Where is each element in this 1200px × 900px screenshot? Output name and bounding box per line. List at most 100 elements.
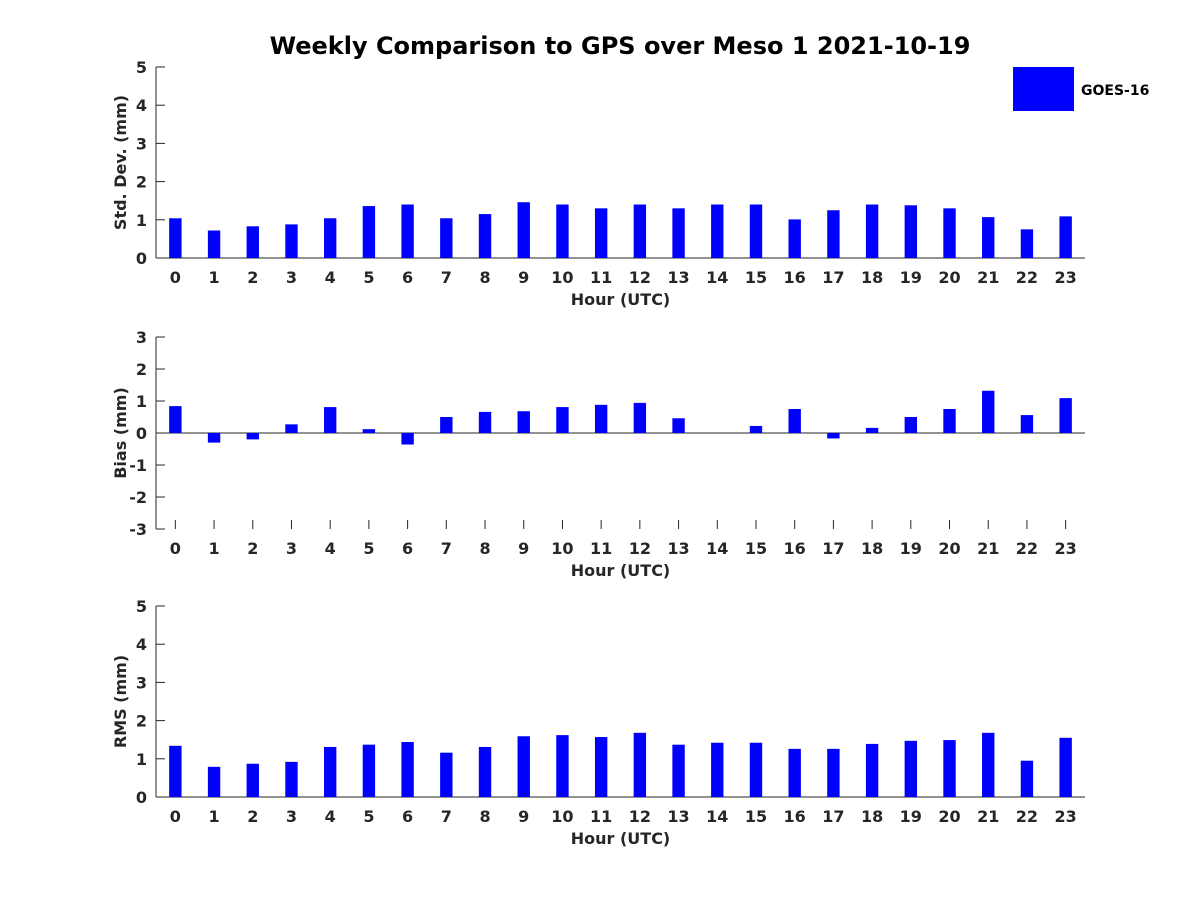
std-dev-x-tick-label: 22	[1016, 268, 1038, 287]
bias-bar	[788, 409, 801, 433]
rms-y-tick-label: 3	[136, 673, 147, 692]
std-dev-x-tick-label: 21	[977, 268, 999, 287]
rms-x-tick-label: 11	[590, 807, 612, 826]
rms-bar	[401, 741, 414, 797]
bias-x-axis-label: Hour (UTC)	[571, 561, 671, 580]
bias-x-tick-label: 22	[1016, 539, 1038, 558]
bias-x-tick-label: 2	[247, 539, 258, 558]
std-dev-bar	[207, 230, 221, 258]
std-dev-x-tick-label: 7	[441, 268, 452, 287]
rms-bar	[943, 740, 956, 797]
std-dev-bar	[323, 218, 337, 258]
chart-title: Weekly Comparison to GPS over Meso 1 202…	[270, 32, 971, 60]
rms-y-axis-label: RMS (mm)	[111, 655, 130, 748]
std-dev-x-tick-label: 14	[706, 268, 728, 287]
bias-y-tick-label: -3	[129, 520, 147, 539]
bias-bar	[517, 411, 530, 433]
bias-x-tick-label: 1	[208, 539, 219, 558]
std-dev-y-tick-label: 2	[136, 173, 147, 192]
rms-bar	[440, 752, 453, 797]
legend: GOES-16	[1013, 67, 1149, 111]
std-dev-bar	[982, 217, 995, 258]
bias-y-tick-label: 3	[136, 328, 147, 347]
std-dev-bar	[672, 208, 685, 258]
std-dev-bar	[633, 204, 647, 258]
rms-y-tick-label: 2	[136, 712, 147, 731]
bias-x-tick-label: 10	[551, 539, 573, 558]
std-dev-x-tick-label: 15	[745, 268, 767, 287]
rms-bar	[633, 732, 647, 797]
rms-x-tick-label: 16	[784, 807, 806, 826]
std-dev-y-tick-label: 1	[136, 211, 147, 230]
rms-x-tick-label: 21	[977, 807, 999, 826]
rms-x-tick-label: 12	[629, 807, 651, 826]
std-dev-bar	[711, 204, 724, 258]
bias-x-tick-label: 18	[861, 539, 883, 558]
bias-bar	[982, 390, 995, 433]
bias-bar	[904, 417, 918, 433]
bias-x-tick-label: 11	[590, 539, 612, 558]
bias-x-tick-label: 6	[402, 539, 413, 558]
std-dev-x-tick-label: 12	[629, 268, 651, 287]
rms-x-tick-label: 17	[822, 807, 844, 826]
bias-bar	[943, 409, 956, 433]
std-dev-x-tick-label: 20	[938, 268, 960, 287]
rms-bar	[285, 761, 298, 797]
rms-x-tick-label: 4	[325, 807, 336, 826]
std-dev-bar	[788, 219, 801, 258]
rms-x-tick-label: 1	[208, 807, 219, 826]
std-dev-bar	[904, 205, 918, 258]
bias-x-tick-label: 14	[706, 539, 728, 558]
rms-x-tick-label: 15	[745, 807, 767, 826]
std-dev-bar	[594, 208, 608, 258]
bias-bar	[246, 433, 259, 440]
std-dev-bar	[1020, 229, 1034, 258]
std-dev-bar	[169, 218, 182, 258]
rms-x-tick-label: 14	[706, 807, 728, 826]
std-dev-x-tick-label: 5	[363, 268, 374, 287]
std-dev-bar	[827, 210, 840, 258]
std-dev-bar	[285, 224, 298, 258]
std-dev-x-tick-label: 3	[286, 268, 297, 287]
bias-bar	[285, 424, 298, 433]
std-dev-bar	[749, 204, 763, 258]
bias-bar	[362, 429, 376, 433]
rms-x-tick-label: 23	[1055, 807, 1077, 826]
rms-bar	[207, 766, 221, 797]
bias-bar	[478, 411, 492, 433]
bias-bar	[169, 406, 182, 433]
rms-bar	[711, 742, 724, 797]
std-dev-x-tick-label: 10	[551, 268, 573, 287]
bias-x-tick-label: 21	[977, 539, 999, 558]
std-dev-x-axis-label: Hour (UTC)	[571, 290, 671, 309]
bias-x-tick-label: 13	[667, 539, 689, 558]
std-dev-x-tick-label: 8	[479, 268, 490, 287]
bias-y-axis-label: Bias (mm)	[111, 387, 130, 479]
rms-bar	[788, 748, 801, 797]
rms-bar	[827, 748, 840, 797]
bias-bar	[865, 427, 879, 433]
rms-x-axis-label: Hour (UTC)	[571, 829, 671, 848]
rms-y-tick-label: 4	[136, 635, 147, 654]
bias-bar	[672, 418, 685, 433]
rms-x-tick-label: 9	[518, 807, 529, 826]
rms-bar	[478, 746, 492, 797]
bias-x-tick-label: 17	[822, 539, 844, 558]
std-dev-bar	[517, 202, 530, 258]
bias-y-tick-label: 0	[136, 424, 147, 443]
rms-y-tick-label: 0	[136, 788, 147, 807]
rms-bar	[1020, 760, 1034, 797]
rms-x-tick-label: 19	[900, 807, 922, 826]
bias-x-tick-label: 8	[479, 539, 490, 558]
std-dev-x-tick-label: 11	[590, 268, 612, 287]
legend-swatch	[1013, 67, 1074, 111]
rms-x-tick-label: 8	[479, 807, 490, 826]
bias-bar	[1020, 415, 1034, 433]
rms-bar	[246, 763, 259, 797]
bias-x-tick-label: 15	[745, 539, 767, 558]
std-dev-y-tick-label: 3	[136, 134, 147, 153]
bias-x-tick-label: 7	[441, 539, 452, 558]
std-dev-x-tick-label: 23	[1055, 268, 1077, 287]
